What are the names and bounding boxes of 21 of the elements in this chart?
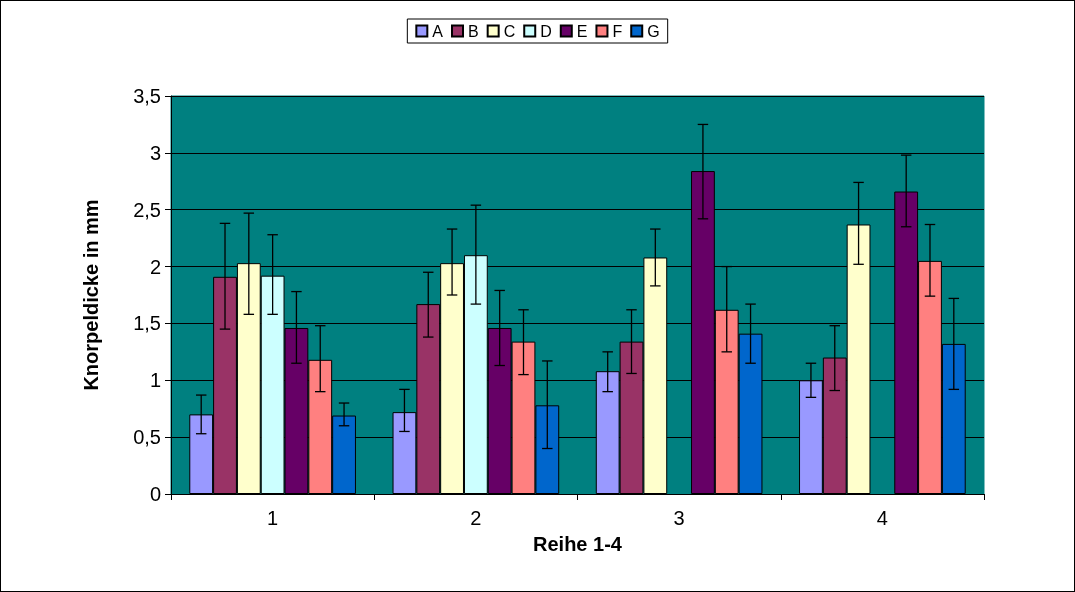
y-tick-label: 0,5 [133,426,161,449]
legend-label: F [612,22,623,40]
y-axis-title: Knorpeldicke in mm [80,199,102,391]
legend-label: E [576,22,588,40]
x-tick-label: 2 [470,507,482,529]
y-tick-label: 3 [149,141,161,164]
x-axis-title: Reihe 1-4 [533,533,623,555]
y-tick-label: 1,5 [133,312,161,335]
y-tick-label: 1 [149,369,161,392]
y-tick-label: 3,5 [133,85,161,107]
y-tick-label: 2 [149,255,161,278]
legend-label: B [468,22,479,40]
y-tick-label: 0 [149,483,161,505]
y-tick-label: 2,5 [133,198,161,221]
x-tick-label: 3 [673,507,685,529]
legend-label: G [647,22,660,40]
legend-label: A [432,22,444,40]
legend-label: C [503,22,516,40]
x-tick-label: 1 [267,507,279,529]
x-tick-label: 4 [876,507,888,529]
legend-label: D [540,22,552,40]
